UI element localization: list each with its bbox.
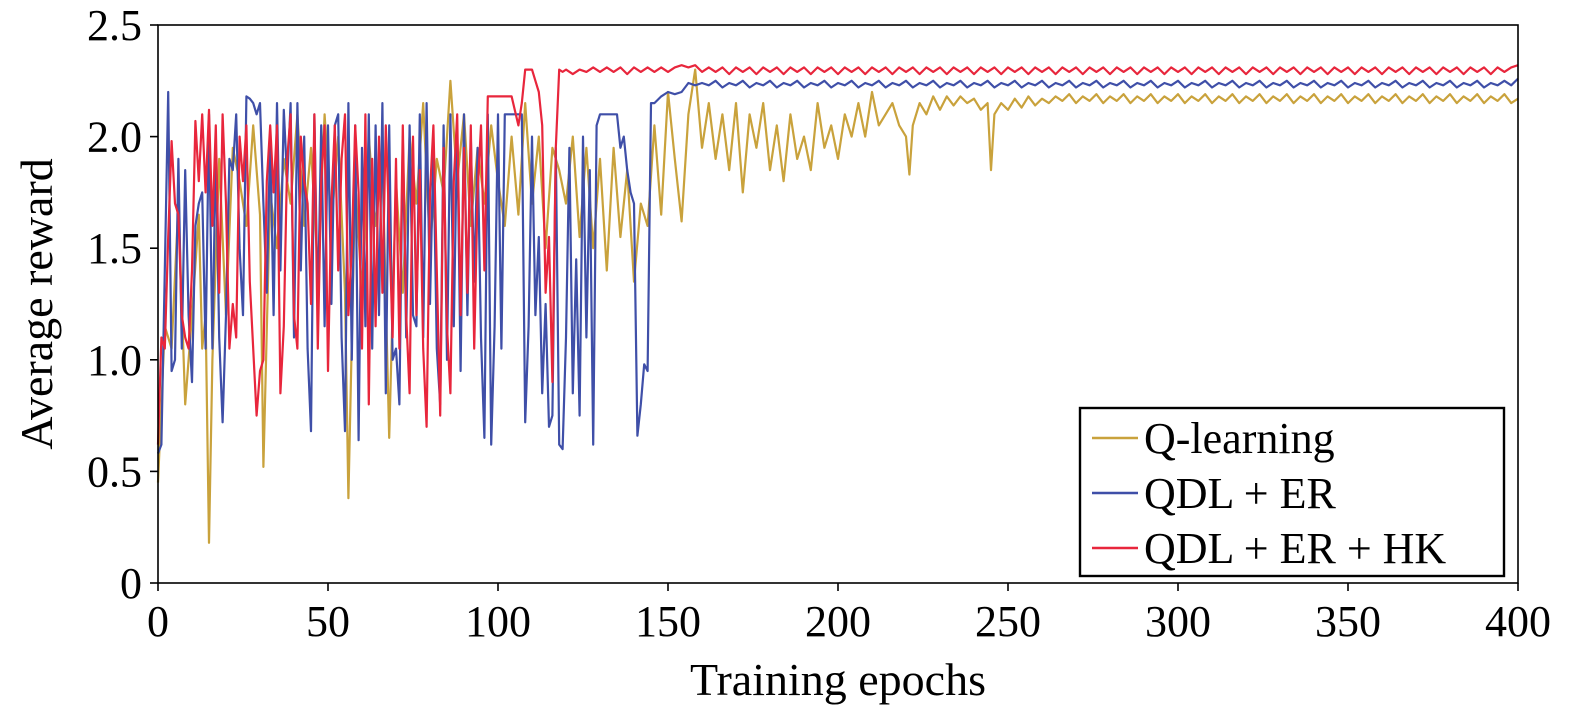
y-tick-label: 2.0: [87, 113, 142, 162]
y-tick-label: 1.0: [87, 336, 142, 385]
x-axis-ticks: 0 50 100 150 200 250 300 350 400: [147, 583, 1551, 646]
x-tick-label: 350: [1315, 597, 1381, 646]
y-axis-title: Average reward: [11, 158, 62, 450]
x-tick-label: 100: [465, 597, 531, 646]
y-tick-label: 0.5: [87, 447, 142, 496]
x-tick-label: 0: [147, 597, 169, 646]
legend-items: Q-learning QDL + ER QDL + ER + HK: [1092, 414, 1446, 573]
x-tick-label: 400: [1485, 597, 1551, 646]
series-line-3: [156, 64, 1519, 445]
legend-box: [1078, 406, 1506, 578]
x-tick-label: 250: [975, 597, 1041, 646]
series-layer: [156, 64, 1519, 544]
legend-label: QDL + ER: [1144, 469, 1336, 518]
x-axis-title: Training epochs: [690, 654, 986, 705]
x-tick-label: 150: [635, 597, 701, 646]
x-tick-label: 200: [805, 597, 871, 646]
legend-label: Q-learning: [1144, 414, 1335, 463]
y-axis-ticks: 0 0.5 1.0 1.5 2.0 2.5: [87, 1, 158, 608]
y-tick-label: 1.5: [87, 224, 142, 273]
x-tick-label: 50: [306, 597, 350, 646]
legend: Q-learning QDL + ER QDL + ER + HK: [1078, 406, 1506, 578]
series-line-2: [156, 77, 1519, 454]
x-tick-label: 300: [1145, 597, 1211, 646]
legend-label: QDL + ER + HK: [1144, 524, 1446, 573]
y-tick-label: 2.5: [87, 1, 142, 50]
y-tick-label: 0: [120, 559, 142, 608]
